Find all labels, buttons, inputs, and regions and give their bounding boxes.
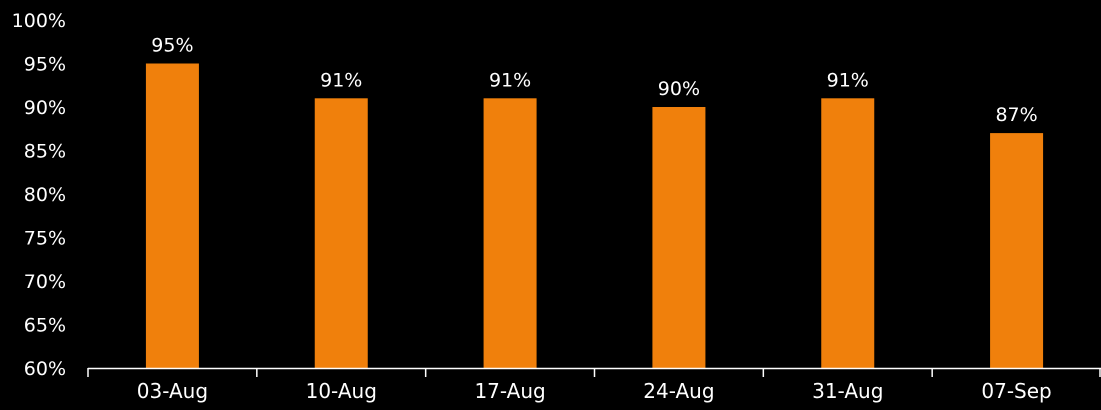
y-tick-label: 65% [24, 315, 66, 337]
x-tick-label: 31-Aug [812, 379, 883, 403]
data-label: 91% [489, 69, 531, 91]
bar [821, 98, 875, 369]
y-tick-label: 80% [24, 184, 66, 206]
data-label: 95% [151, 35, 193, 57]
y-tick-label: 100% [12, 10, 66, 32]
x-tick-label: 17-Aug [474, 379, 545, 403]
y-tick-label: 60% [24, 358, 66, 380]
y-tick-label: 70% [24, 271, 66, 293]
y-tick-label: 75% [24, 228, 66, 250]
x-tick-label: 07-Sep [981, 379, 1051, 403]
data-label: 87% [995, 104, 1037, 126]
x-tick-label: 03-Aug [137, 379, 208, 403]
bar [652, 107, 706, 368]
y-tick-label: 85% [24, 141, 66, 163]
bar [990, 133, 1044, 368]
bars [145, 63, 1044, 369]
data-label: 90% [658, 78, 700, 100]
bar [314, 98, 368, 369]
x-tick-label: 10-Aug [306, 379, 377, 403]
y-tick-label: 90% [24, 97, 66, 119]
data-label: 91% [320, 69, 362, 91]
data-label: 91% [827, 69, 869, 91]
y-axis: 60% 65% 70% 75% 80% 85% 90% 95% 100% [12, 10, 66, 380]
data-labels: 95% 91% 91% 90% 91% 87% [151, 35, 1037, 127]
bar [145, 63, 199, 368]
x-axis: 03-Aug 10-Aug 17-Aug 24-Aug 31-Aug 07-Sep [87, 367, 1101, 403]
y-tick-label: 95% [24, 54, 66, 76]
bar [483, 98, 537, 369]
x-tick-label: 24-Aug [643, 379, 714, 403]
